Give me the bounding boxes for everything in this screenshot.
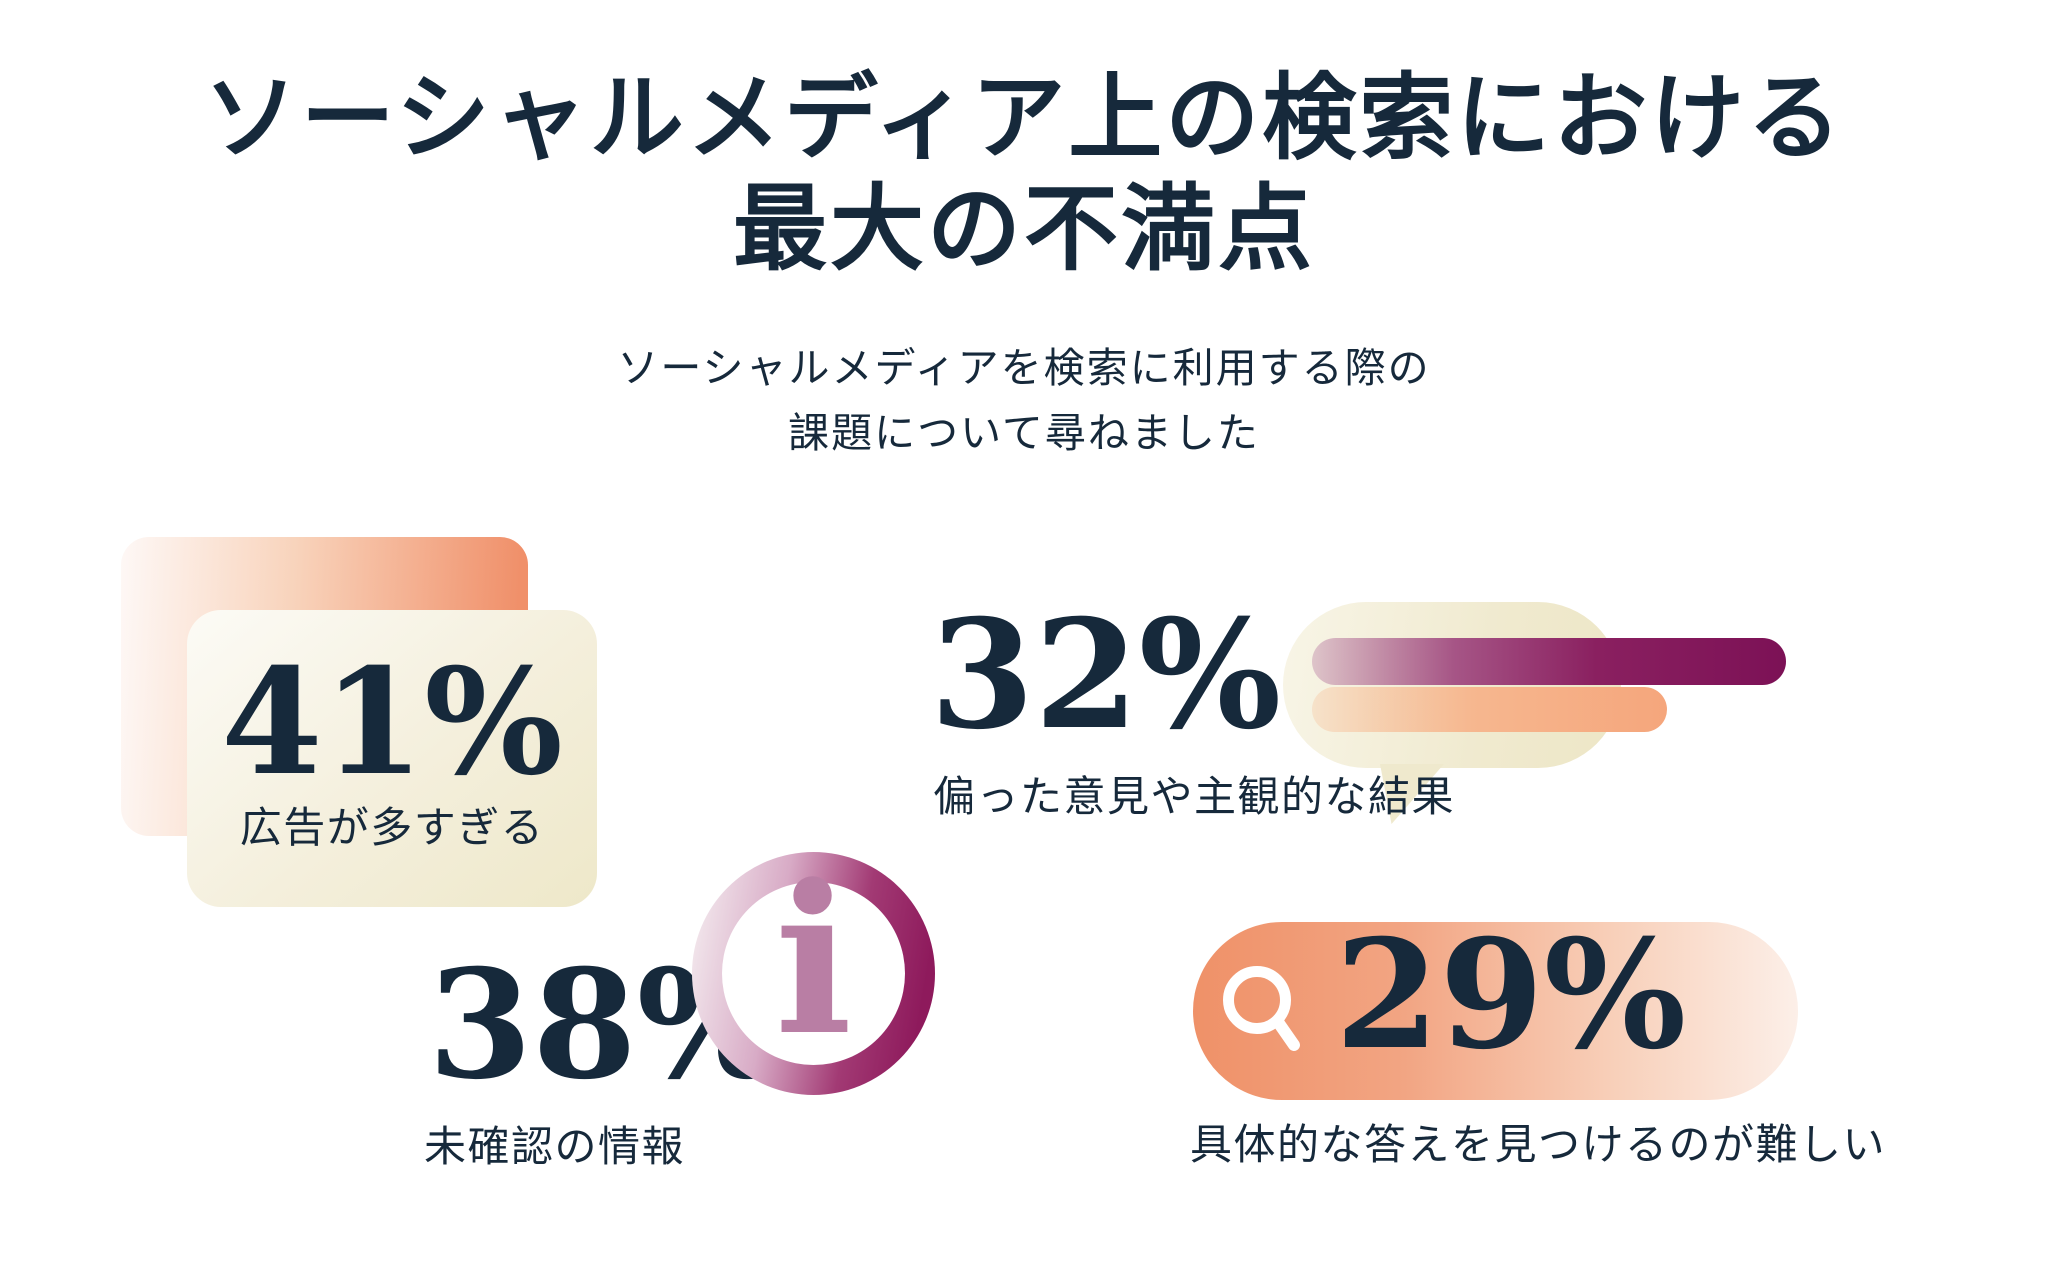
stat-label-too-many-ads: 広告が多すぎる bbox=[239, 803, 545, 851]
info-icon-ring-hole bbox=[722, 882, 905, 1065]
search-icon bbox=[1223, 966, 1300, 1051]
stat-card-too-many-ads: 41% 広告が多すぎる bbox=[187, 610, 597, 907]
page-subtitle: ソーシャルメディアを検索に利用する際の 課題について尋ねました bbox=[0, 336, 2048, 466]
stat-label-hard-to-find-answers: 具体的な答えを見つけるのが難しい bbox=[1190, 1121, 1887, 1168]
speech-bubble-shape bbox=[1283, 602, 1621, 768]
page-subtitle-line2: 課題について尋ねました bbox=[788, 410, 1260, 456]
info-icon bbox=[692, 852, 935, 1095]
page-title-line2: 最大の不満点 bbox=[732, 176, 1315, 281]
purple-bar-shape bbox=[1312, 638, 1786, 685]
search-pill-shape bbox=[1193, 922, 1798, 1100]
page-title: ソーシャルメディア上の検索における 最大の不満点 bbox=[0, 62, 2048, 284]
stat-value-biased-results: 32% bbox=[930, 587, 1282, 763]
stat-value-hard-to-find-answers: 29% bbox=[1335, 907, 1687, 1083]
stat-value-too-many-ads: 41% bbox=[221, 636, 563, 808]
page-title-line1: ソーシャルメディア上の検索における bbox=[203, 65, 1845, 170]
page-subtitle-line1: ソーシャルメディアを検索に利用する際の bbox=[617, 345, 1431, 391]
stat-label-biased-results: 偏った意見や主観的な結果 bbox=[933, 773, 1456, 820]
orange-bar-shape bbox=[1312, 687, 1667, 732]
info-i-glyph: i bbox=[774, 841, 853, 1081]
stat-label-unverified-info: 未確認の情報 bbox=[424, 1123, 686, 1170]
